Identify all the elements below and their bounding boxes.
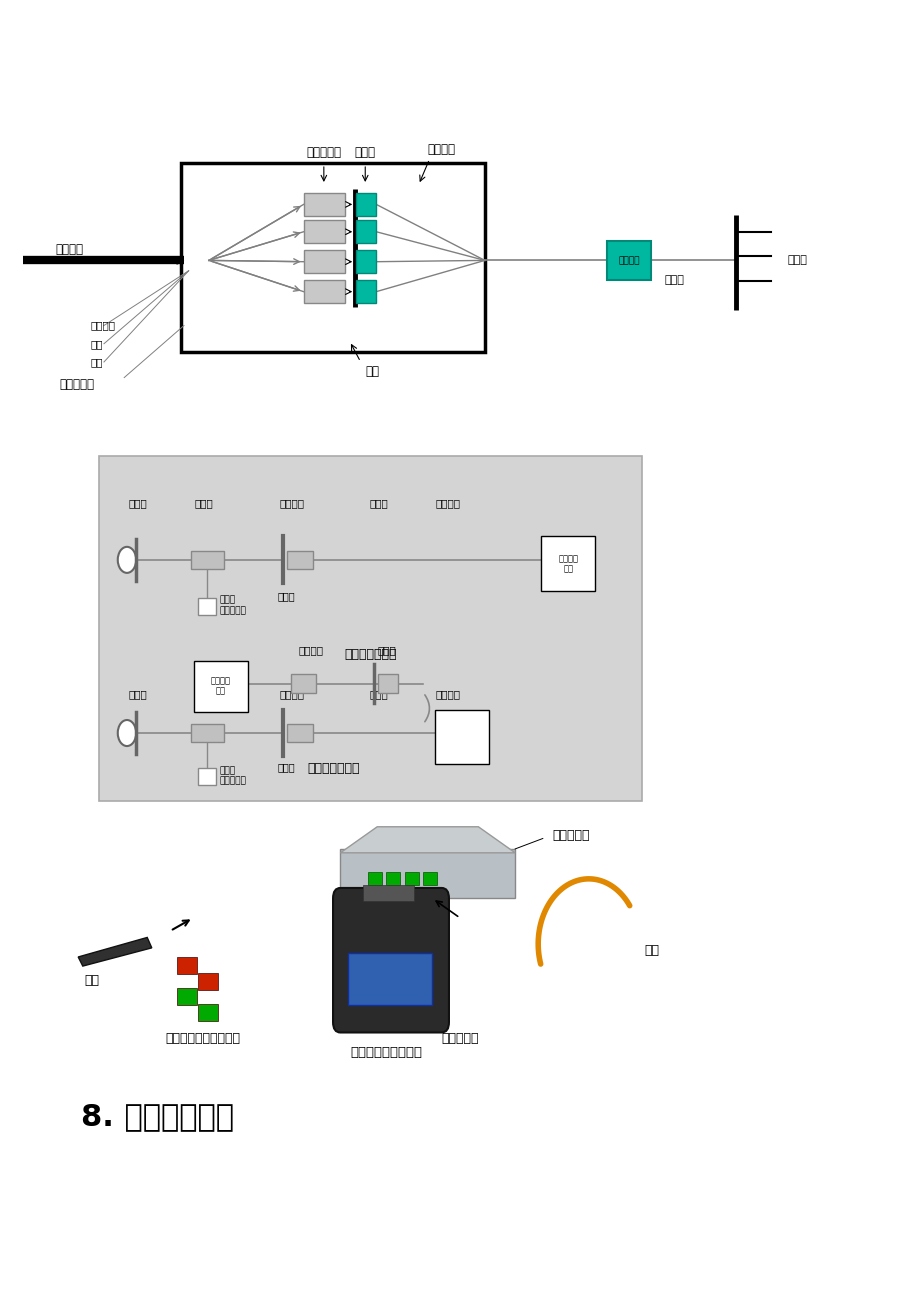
Text: 光纤设备: 光纤设备	[618, 256, 640, 264]
Bar	[99, 456, 641, 801]
FancyBboxPatch shape	[540, 536, 595, 591]
Bar	[356, 280, 376, 303]
Text: 固定点: 固定点	[129, 497, 147, 508]
Text: 适配器: 适配器	[377, 644, 395, 655]
Bar	[347, 953, 432, 1005]
Bar	[368, 872, 381, 885]
Bar	[423, 872, 437, 885]
Bar	[607, 241, 651, 280]
Bar	[363, 885, 414, 901]
Bar	[303, 193, 345, 216]
Text: 加强芯
接地固定点: 加强芯 接地固定点	[220, 596, 246, 615]
Bar	[386, 872, 400, 885]
Text: 固定点: 固定点	[129, 689, 147, 699]
Bar	[404, 872, 418, 885]
Text: 光纤分线箱: 光纤分线箱	[60, 378, 95, 391]
FancyBboxPatch shape	[333, 888, 448, 1032]
Bar	[198, 973, 218, 990]
Text: 固定极: 固定极	[277, 591, 295, 602]
Text: 直接连接示意图: 直接连接示意图	[344, 648, 397, 661]
Bar	[198, 768, 216, 785]
Bar	[198, 1004, 218, 1021]
Text: 光纤熔接配件实物图: 光纤熔接配件实物图	[350, 1046, 422, 1059]
Bar	[290, 674, 316, 693]
Text: 四芯光缆: 四芯光缆	[55, 243, 83, 256]
Text: 光纤跳线: 光纤跳线	[427, 143, 455, 156]
Bar	[191, 724, 223, 742]
Bar	[303, 220, 345, 243]
Text: 室内光端
设备: 室内光端 设备	[210, 677, 231, 695]
Text: 尾纤: 尾纤	[643, 944, 658, 957]
Circle shape	[118, 547, 136, 573]
Text: 加强芯
接地固定点: 加强芯 接地固定点	[220, 767, 246, 785]
Text: 熔接点: 熔接点	[195, 497, 213, 508]
Bar	[176, 988, 197, 1005]
Text: 光纤通配器（耦合器）: 光纤通配器（耦合器）	[165, 1032, 240, 1046]
Text: 双头尾纤: 双头尾纤	[435, 497, 460, 508]
Bar	[356, 220, 376, 243]
Circle shape	[118, 720, 136, 746]
Text: 8. 光纤链路测试: 8. 光纤链路测试	[81, 1103, 233, 1131]
Text: 尾纤: 尾纤	[365, 365, 380, 378]
Text: 双绞线: 双绞线	[664, 275, 684, 285]
Bar	[181, 163, 484, 352]
Bar	[191, 551, 223, 569]
FancyBboxPatch shape	[435, 710, 489, 764]
Bar	[287, 551, 312, 569]
Bar	[356, 250, 376, 273]
Bar	[356, 193, 376, 216]
Text: 双头尾纤: 双头尾纤	[435, 689, 460, 699]
Text: 光缆: 光缆	[85, 974, 99, 987]
Text: 单头尾纤: 单头尾纤	[278, 689, 304, 699]
Bar	[198, 598, 216, 615]
Text: 光纤熔接机: 光纤熔接机	[441, 1032, 478, 1046]
Polygon shape	[340, 827, 515, 853]
Bar	[340, 849, 515, 898]
Bar	[303, 250, 345, 273]
Bar	[378, 674, 398, 693]
Bar	[176, 957, 197, 974]
Bar	[55, 833, 809, 1042]
Text: 固定极: 固定极	[277, 762, 295, 772]
Text: 单头尾纤: 单头尾纤	[298, 644, 323, 655]
Text: 光纤铠装: 光纤铠装	[90, 320, 115, 331]
Text: 熔接点: 熔接点	[195, 689, 213, 699]
Bar	[287, 724, 312, 742]
Text: 单头尾纤: 单头尾纤	[278, 497, 304, 508]
Bar	[303, 280, 345, 303]
Text: 适配器: 适配器	[369, 497, 388, 508]
Text: 耦合器: 耦合器	[355, 146, 375, 159]
FancyBboxPatch shape	[194, 661, 248, 712]
Text: 光纤: 光纤	[90, 357, 103, 367]
Text: 以太网: 以太网	[787, 255, 807, 266]
Polygon shape	[78, 937, 152, 966]
Text: 室内光端
设备: 室内光端 设备	[558, 555, 578, 573]
Text: 交叉连接示意图: 交叉连接示意图	[307, 762, 360, 775]
Text: 光纤终端盒: 光纤终端盒	[551, 829, 589, 842]
Text: 光纤熔接处: 光纤熔接处	[306, 146, 341, 159]
Text: 软管: 软管	[90, 339, 103, 349]
Text: 适配器: 适配器	[369, 689, 388, 699]
